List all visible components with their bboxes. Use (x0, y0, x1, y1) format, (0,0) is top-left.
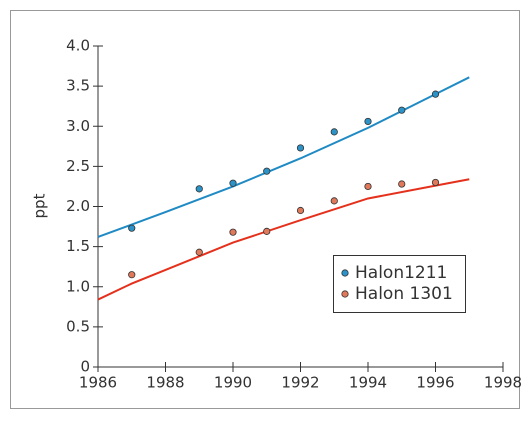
legend-label: Halon1211 (355, 263, 447, 283)
x-tick-label: 1994 (349, 374, 387, 392)
point (398, 106, 406, 114)
legend-box (333, 255, 466, 313)
point (296, 144, 305, 152)
point (195, 185, 203, 193)
y-tick-label: 3.0 (66, 117, 90, 135)
point (431, 178, 440, 187)
point (364, 182, 372, 191)
point (364, 117, 372, 126)
y-tick-label: 2.0 (66, 197, 90, 215)
y-tick-label: 1.5 (66, 237, 90, 255)
x-tick-label: 1998 (484, 374, 522, 392)
legend-label: Halon 1301 (355, 284, 453, 304)
point (431, 90, 440, 98)
fit-line (97, 76, 470, 238)
legend-marker (341, 290, 349, 298)
point (128, 271, 136, 279)
y-tick-label: 1.0 (66, 277, 90, 295)
point (195, 248, 203, 256)
frame (10, 10, 520, 409)
x-tick-label: 1996 (416, 374, 454, 392)
y-tick-label: 4.0 (66, 37, 90, 55)
point (229, 228, 237, 236)
point (398, 180, 406, 188)
y-axis-label: ppt (31, 193, 49, 218)
point (296, 206, 305, 215)
x-tick-label: 1988 (146, 374, 184, 392)
point (330, 197, 338, 205)
x-tick-label: 1990 (214, 374, 252, 392)
y-tick-label: 0.5 (66, 317, 90, 335)
y-tick-label: 3.5 (66, 77, 90, 95)
legend-marker (341, 269, 349, 277)
x-tick-label: 1986 (79, 374, 117, 392)
point (263, 227, 271, 235)
y-tick-label: 0 (80, 358, 90, 376)
point (229, 179, 237, 187)
point (330, 128, 338, 136)
point (128, 224, 136, 232)
point (263, 167, 271, 175)
x-tick-label: 1992 (281, 374, 319, 392)
y-tick-label: 2.5 (66, 157, 90, 175)
